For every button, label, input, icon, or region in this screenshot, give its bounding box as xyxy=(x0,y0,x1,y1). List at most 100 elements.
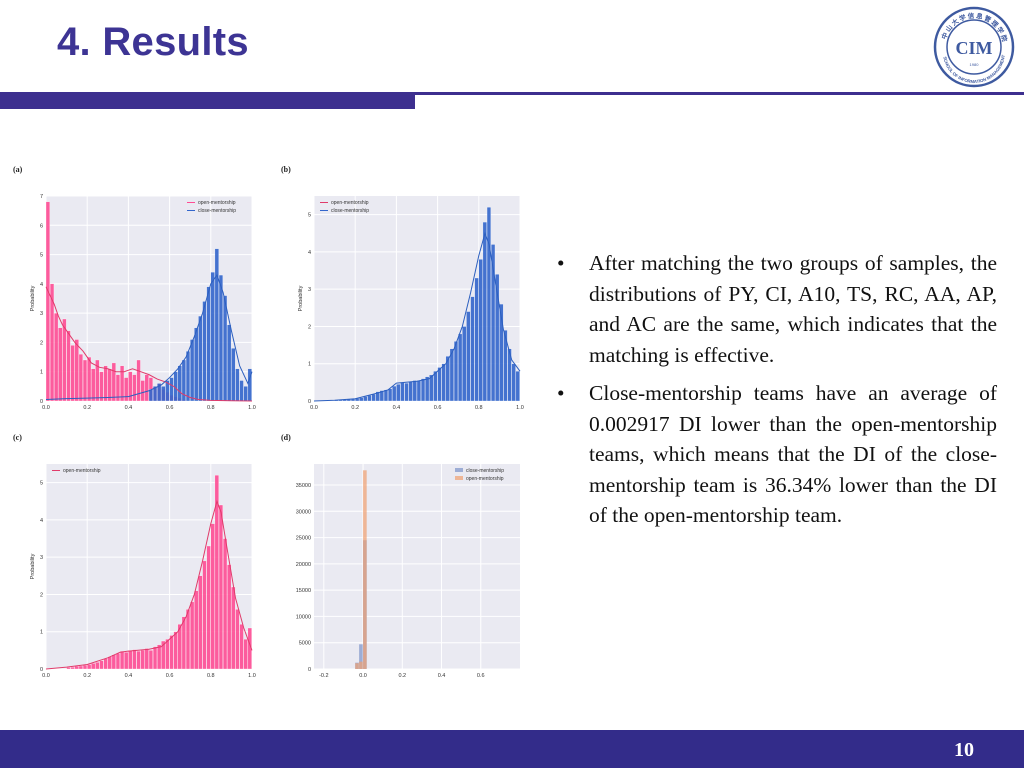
y-tick-label: 25000 xyxy=(296,536,311,542)
histogram-bar xyxy=(49,283,55,402)
histogram-bar xyxy=(420,378,426,402)
y-tick-label: 0 xyxy=(308,667,311,673)
histogram-bar xyxy=(87,356,92,402)
legend-label: close-mentorship xyxy=(198,208,236,214)
x-tick-label: 0.4 xyxy=(438,673,446,679)
y-tick-label: 5 xyxy=(40,253,43,259)
histogram-bar xyxy=(91,368,96,402)
histogram-bar xyxy=(111,362,116,402)
histogram-bar xyxy=(458,333,463,402)
legend-label: open-mentorship xyxy=(331,200,369,206)
histogram-bar xyxy=(235,368,240,402)
histogram-bar xyxy=(355,663,359,669)
logo-center-text: CIM xyxy=(956,38,993,58)
bullet-text: Close-mentorship teams have an average o… xyxy=(589,381,997,527)
histogram-bar xyxy=(223,295,228,402)
histogram-bar xyxy=(218,504,224,670)
histogram-bar xyxy=(511,363,516,402)
bullet-dot: • xyxy=(557,251,565,275)
histogram-bar xyxy=(194,327,199,402)
x-tick-label: -0.2 xyxy=(319,673,328,679)
histogram-bar xyxy=(140,650,145,670)
x-tick-label: 0.6 xyxy=(434,405,442,411)
y-tick-label: 15000 xyxy=(296,588,311,594)
histogram-bar xyxy=(194,590,199,670)
histogram-bar xyxy=(74,339,79,402)
histogram-bar xyxy=(400,382,405,402)
histogram-bar xyxy=(478,259,483,402)
histogram-bar xyxy=(107,656,112,670)
histogram-bar xyxy=(486,207,492,402)
chart-a: 0.0 0.2 0.4 0.6 0.8 1.0 0 1 2 3 4 5 6 7 Probability ope… xyxy=(30,194,256,411)
kde-curve xyxy=(45,499,253,670)
kde-curve xyxy=(313,231,521,402)
histogram-bar xyxy=(416,380,421,402)
histogram-bar xyxy=(202,560,207,670)
histogram-bar xyxy=(206,286,211,402)
histogram-bar xyxy=(231,348,236,402)
histogram-bar xyxy=(66,667,71,670)
x-tick-label: 0.4 xyxy=(393,405,401,411)
histogram-bar xyxy=(54,312,59,402)
x-tick-label: 0.6 xyxy=(166,405,174,411)
legend-swatch xyxy=(455,476,463,480)
histogram-bar xyxy=(231,586,236,670)
histogram-bar xyxy=(392,385,397,402)
histogram-bar xyxy=(157,383,162,402)
histogram-bar xyxy=(239,380,244,402)
histogram-bar xyxy=(165,380,170,402)
histogram-bar xyxy=(239,624,244,670)
page-number: 10 xyxy=(954,739,974,761)
page-title: 4. Results xyxy=(57,20,249,64)
y-tick-label: 3 xyxy=(308,287,311,293)
histogram-bar xyxy=(235,609,240,670)
histogram-bar xyxy=(243,386,248,402)
histogram-bar xyxy=(466,311,471,402)
histogram-bar xyxy=(148,389,153,402)
x-tick-label: 0.0 xyxy=(42,405,50,411)
bullet-item: • After matching the two groups of sampl… xyxy=(553,248,997,370)
histogram-bar xyxy=(103,365,108,402)
chart-b: 0.0 0.2 0.4 0.6 0.8 1.0 0 1 2 3 4 5 Probability open-… xyxy=(298,196,524,411)
histogram-bar xyxy=(128,371,133,402)
histogram-bar xyxy=(124,652,129,670)
histogram-bar xyxy=(449,348,454,402)
histogram-bar xyxy=(152,386,158,402)
histogram-bar xyxy=(462,326,467,402)
y-tick-label: 0 xyxy=(40,667,43,673)
histogram-bar xyxy=(165,639,170,670)
histogram-bar xyxy=(383,389,389,402)
logo-year: 1980 xyxy=(970,62,980,67)
histogram-bar xyxy=(95,359,100,402)
y-axis-label: Probability xyxy=(298,285,304,311)
histogram-bar xyxy=(223,538,228,670)
y-tick-label: 10000 xyxy=(296,614,311,620)
x-tick-label: 0.8 xyxy=(207,673,215,679)
histogram-bar xyxy=(78,665,83,670)
histogram-bar xyxy=(190,339,195,402)
legend-swatch xyxy=(455,468,463,472)
histogram-bar xyxy=(445,356,450,402)
histogram-bar xyxy=(495,274,500,402)
histogram-bar xyxy=(136,359,141,402)
y-tick-label: 0 xyxy=(40,399,43,405)
histogram-bar xyxy=(227,564,232,670)
histogram-bar xyxy=(367,395,372,402)
histogram-bar xyxy=(124,377,129,402)
y-tick-label: 5 xyxy=(40,481,43,487)
y-tick-label: 3 xyxy=(40,555,43,561)
histogram-bar xyxy=(111,654,116,670)
histogram-bar xyxy=(441,363,446,402)
histogram-bar xyxy=(198,575,203,670)
histogram-bar xyxy=(491,244,496,402)
histogram-bar xyxy=(185,609,191,670)
y-tick-label: 3 xyxy=(40,311,43,317)
histogram-bar xyxy=(227,324,232,402)
legend-label: close-mentorship xyxy=(331,208,369,214)
histogram-bar xyxy=(99,660,104,670)
header-accent-bar xyxy=(0,94,415,109)
histogram-bar xyxy=(70,666,75,670)
histogram-bar xyxy=(62,318,67,402)
histogram-bar xyxy=(202,301,207,402)
histogram-bar xyxy=(82,359,88,402)
